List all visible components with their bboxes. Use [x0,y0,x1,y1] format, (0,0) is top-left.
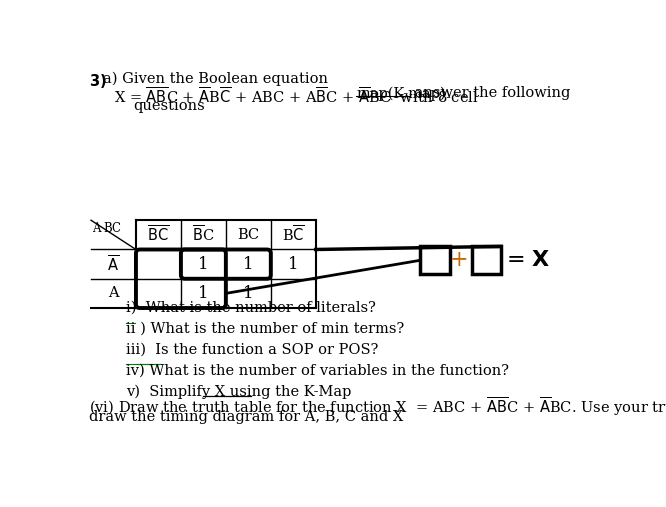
Text: 1: 1 [243,256,254,273]
Text: answer the following: answer the following [410,86,571,100]
Text: +: + [450,249,468,271]
Text: questions: questions [134,99,205,114]
Text: ii ) What is the number of min terms?: ii ) What is the number of min terms? [126,322,404,336]
Text: A: A [93,222,101,235]
Text: X = $\overline{\rm A}$$\overline{\rm B}$C + $\overline{\rm A}$B$\overline{\rm C}: X = $\overline{\rm A}$$\overline{\rm B}$… [115,86,480,106]
Bar [472,246,501,274]
Text: 1: 1 [198,285,208,302]
Text: A: A [108,286,119,300]
Text: $\mathbf{3)}$: $\mathbf{3)}$ [89,71,107,90]
Bar [420,246,450,274]
Text: v)  Simplify X using the K-Map: v) Simplify X using the K-Map [126,384,351,399]
Text: $\overline{\rm B}\overline{\rm C}$: $\overline{\rm B}\overline{\rm C}$ [147,225,170,245]
Text: $\overline{\rm B}$C: $\overline{\rm B}$C [192,225,214,245]
Text: BC: BC [103,222,121,235]
Text: 1: 1 [288,256,298,273]
Text: B$\overline{\rm C}$: B$\overline{\rm C}$ [282,225,305,245]
Text: 1: 1 [198,256,208,273]
Text: a) Given the Boolean equation: a) Given the Boolean equation [103,71,328,86]
Text: iv) What is the number of variables in the function?: iv) What is the number of variables in t… [126,364,509,377]
Text: (vi) Draw the truth table for the function X  = ABC + $\overline{\rm A}\overline: (vi) Draw the truth table for the functi… [89,395,666,418]
Text: i)  What is the number of literals?: i) What is the number of literals? [126,301,376,315]
Text: map(K-map): map(K-map) [356,86,446,101]
Text: = $\mathbf{X}$: = $\mathbf{X}$ [505,249,550,271]
Text: draw the timing diagram for A, B, C and X: draw the timing diagram for A, B, C and … [89,411,404,424]
Text: BC: BC [237,228,259,242]
Text: iii)  Is the function a SOP or POS?: iii) Is the function a SOP or POS? [126,343,378,356]
Text: 1: 1 [243,285,254,302]
Text: $\overline{\rm A}$: $\overline{\rm A}$ [107,254,119,274]
